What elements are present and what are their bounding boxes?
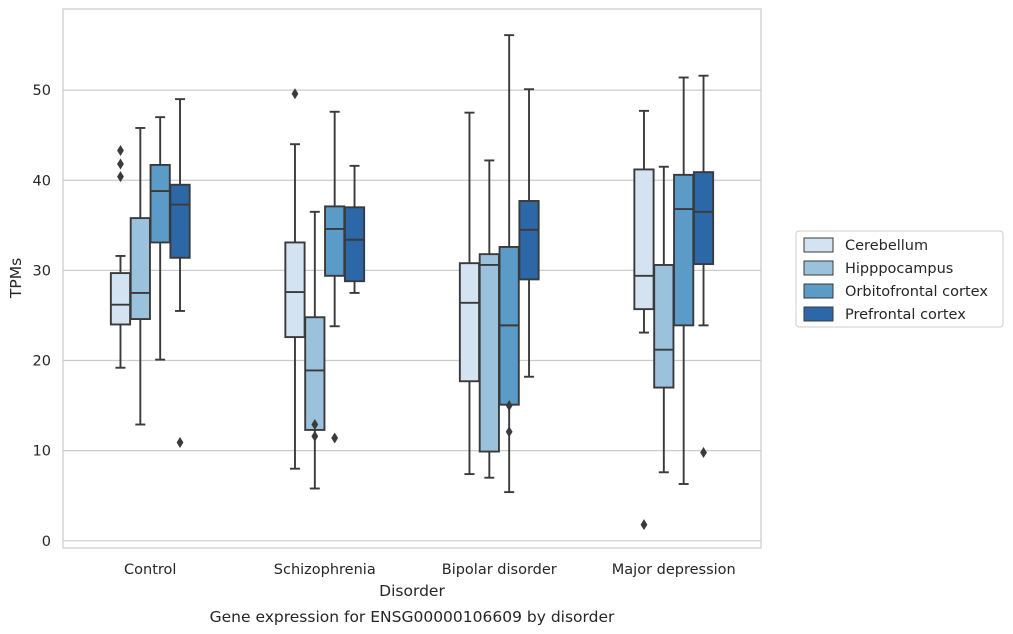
plot-frame	[62, 8, 762, 549]
x-tick-label-bipolar-disorder: Bipolar disorder	[442, 562, 557, 578]
y-tick-label-0: 0	[42, 534, 51, 550]
outlier-point	[311, 430, 319, 442]
iqr-box	[458, 262, 481, 383]
x-tick-label-control: Control	[124, 562, 176, 578]
legend-label: Hipppocampus	[845, 261, 953, 277]
iqr-box	[304, 316, 326, 431]
box-bipolar-disorder-hipppocampus	[478, 159, 500, 479]
box-control-orbitofrontal-cortex	[149, 116, 171, 361]
iqr-box	[129, 217, 151, 321]
legend-swatch	[803, 237, 834, 253]
box-major-depression-cerebellum	[633, 109, 655, 531]
outlier-point	[700, 446, 707, 458]
legend: Cerebellum Hipppocampus Orbitofrontal cort…	[795, 230, 1004, 328]
iqr-box	[653, 264, 675, 389]
box-schizophrenia-orbitofrontal-cortex	[324, 110, 346, 444]
box-schizophrenia-hipppocampus	[304, 210, 326, 490]
y-tick-label-30: 30	[33, 263, 51, 279]
outlier-point	[291, 88, 299, 100]
x-tick-label-major-depression: Major depression	[612, 562, 736, 578]
y-tick-label-50: 50	[33, 83, 51, 99]
iqr-box	[518, 200, 540, 281]
box-marks	[109, 34, 715, 531]
iqr-box	[324, 205, 346, 277]
legend-item-cerebellum: Cerebellum	[803, 237, 928, 254]
box-major-depression-prefrontal-cortex	[692, 74, 715, 458]
iqr-box	[169, 183, 191, 259]
box-control-hipppocampus	[129, 127, 151, 426]
box-control-prefrontal-cortex	[169, 98, 191, 449]
outlier-point	[117, 145, 124, 157]
box-bipolar-disorder-prefrontal-cortex	[518, 88, 540, 378]
outlier-point	[117, 171, 124, 183]
iqr-box	[478, 253, 500, 453]
legend-swatch	[803, 260, 834, 276]
legend-item-prefrontal-cortex: Prefrontal cortex	[803, 306, 966, 323]
iqr-box	[149, 163, 171, 244]
iqr-box	[633, 168, 655, 311]
iqr-box	[109, 272, 132, 326]
outlier-point	[331, 432, 339, 444]
legend-label: Cerebellum	[845, 238, 928, 254]
y-tick-label-10: 10	[33, 444, 51, 460]
legend-frame	[795, 230, 1004, 328]
x-axis-label: Disorder	[379, 582, 445, 600]
iqr-box	[692, 171, 715, 266]
legend-swatch	[803, 306, 834, 322]
iqr-box	[284, 241, 306, 339]
outlier-point	[505, 400, 513, 412]
x-ticks: Control Schizophrenia Bipolar disorder Majo…	[124, 562, 736, 578]
x-tick-label-schizophrenia: Schizophrenia	[274, 562, 376, 578]
legend-item-hipppocampus: Hipppocampus	[803, 260, 953, 277]
legend-swatch	[803, 283, 834, 299]
outlier-point	[640, 519, 648, 531]
chart-caption: Gene expression for ENSG00000106609 by d…	[210, 608, 615, 626]
box-schizophrenia-prefrontal-cortex	[343, 164, 366, 294]
outlier-point	[176, 437, 184, 449]
outlier-point	[505, 426, 513, 438]
y-tick-label-40: 40	[33, 173, 51, 189]
y-tick-label-20: 20	[33, 354, 51, 370]
box-control-cerebellum	[109, 145, 132, 369]
box-major-depression-hipppocampus	[653, 165, 675, 474]
legend-item-orbitofrontal-cortex: Orbitofrontal cortex	[803, 283, 988, 300]
iqr-box	[673, 173, 695, 327]
outlier-point	[311, 419, 319, 431]
y-axis-label: TPMs	[7, 258, 25, 299]
box-bipolar-disorder-cerebellum	[458, 111, 481, 476]
box-bipolar-disorder-orbitofrontal-cortex	[498, 34, 520, 494]
box-schizophrenia-cerebellum	[284, 88, 306, 470]
legend-label: Orbitofrontal cortex	[845, 284, 988, 300]
legend-label: Prefrontal cortex	[845, 307, 966, 323]
outlier-point	[117, 158, 124, 170]
y-ticks: 0 10 20 30 40 50	[33, 83, 51, 550]
iqr-box	[343, 206, 366, 283]
box-major-depression-orbitofrontal-cortex	[673, 76, 695, 485]
